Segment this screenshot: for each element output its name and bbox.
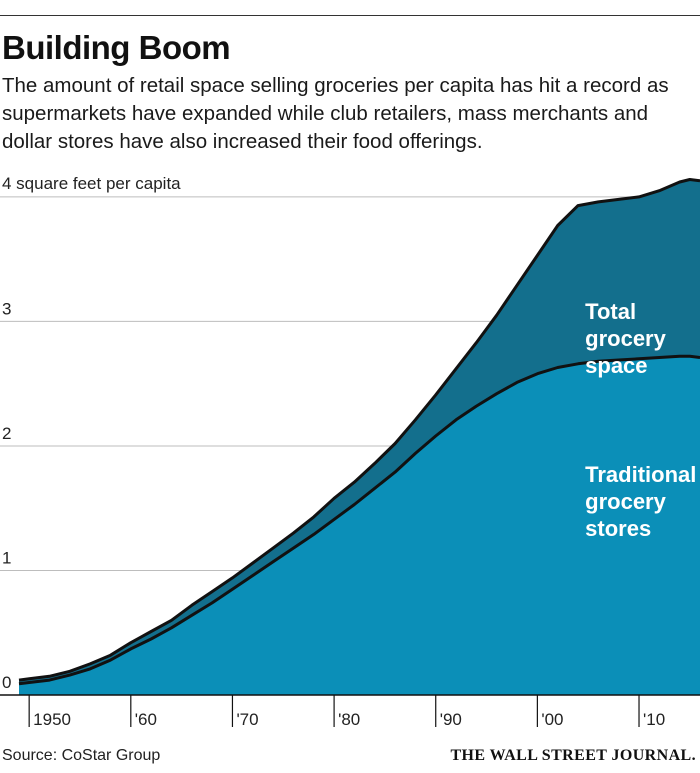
series-label-line: Traditional: [585, 462, 696, 487]
source-note: Source: CoStar Group: [2, 747, 161, 764]
chart-subtitle: The amount of retail space selling groce…: [2, 74, 669, 153]
top-rule: [0, 15, 700, 16]
y-axis-unit-label: 4 square feet per capita: [2, 174, 181, 193]
traditional-grocery-stores-area: [19, 356, 700, 695]
series-labels: TotalgroceryspaceTraditionalgrocerystore…: [585, 299, 696, 541]
publisher-logo: THE WALL STREET JOURNAL.: [450, 747, 696, 764]
x-tick-label: '70: [236, 710, 258, 729]
series-label-line: grocery: [585, 489, 666, 514]
chart-title: Building Boom: [2, 29, 231, 66]
series-label-line: Total: [585, 299, 636, 324]
y-tick-label: 0: [2, 673, 11, 692]
series-label-line: space: [585, 353, 647, 378]
x-tick-label: 1950: [33, 710, 71, 729]
x-tick-label: '90: [440, 710, 462, 729]
x-tick-label: '10: [643, 710, 665, 729]
traditional-grocery-stores-line: [18, 354, 700, 686]
y-axis-labels: 0 1 2 3: [2, 299, 11, 692]
y-tick-label: 2: [2, 424, 11, 443]
series-label-line: stores: [585, 516, 651, 541]
total-grocery-space-line: [18, 178, 700, 682]
x-tick-label: '60: [135, 710, 157, 729]
y-tick-label: 1: [2, 548, 11, 567]
x-axis: 1950 '60 '70 '80 '90 '00 '10: [0, 694, 700, 729]
y-tick-label: 3: [2, 299, 11, 318]
series-label-line: grocery: [585, 326, 666, 351]
x-tick-label: '00: [541, 710, 563, 729]
x-tick-label: '80: [338, 710, 360, 729]
